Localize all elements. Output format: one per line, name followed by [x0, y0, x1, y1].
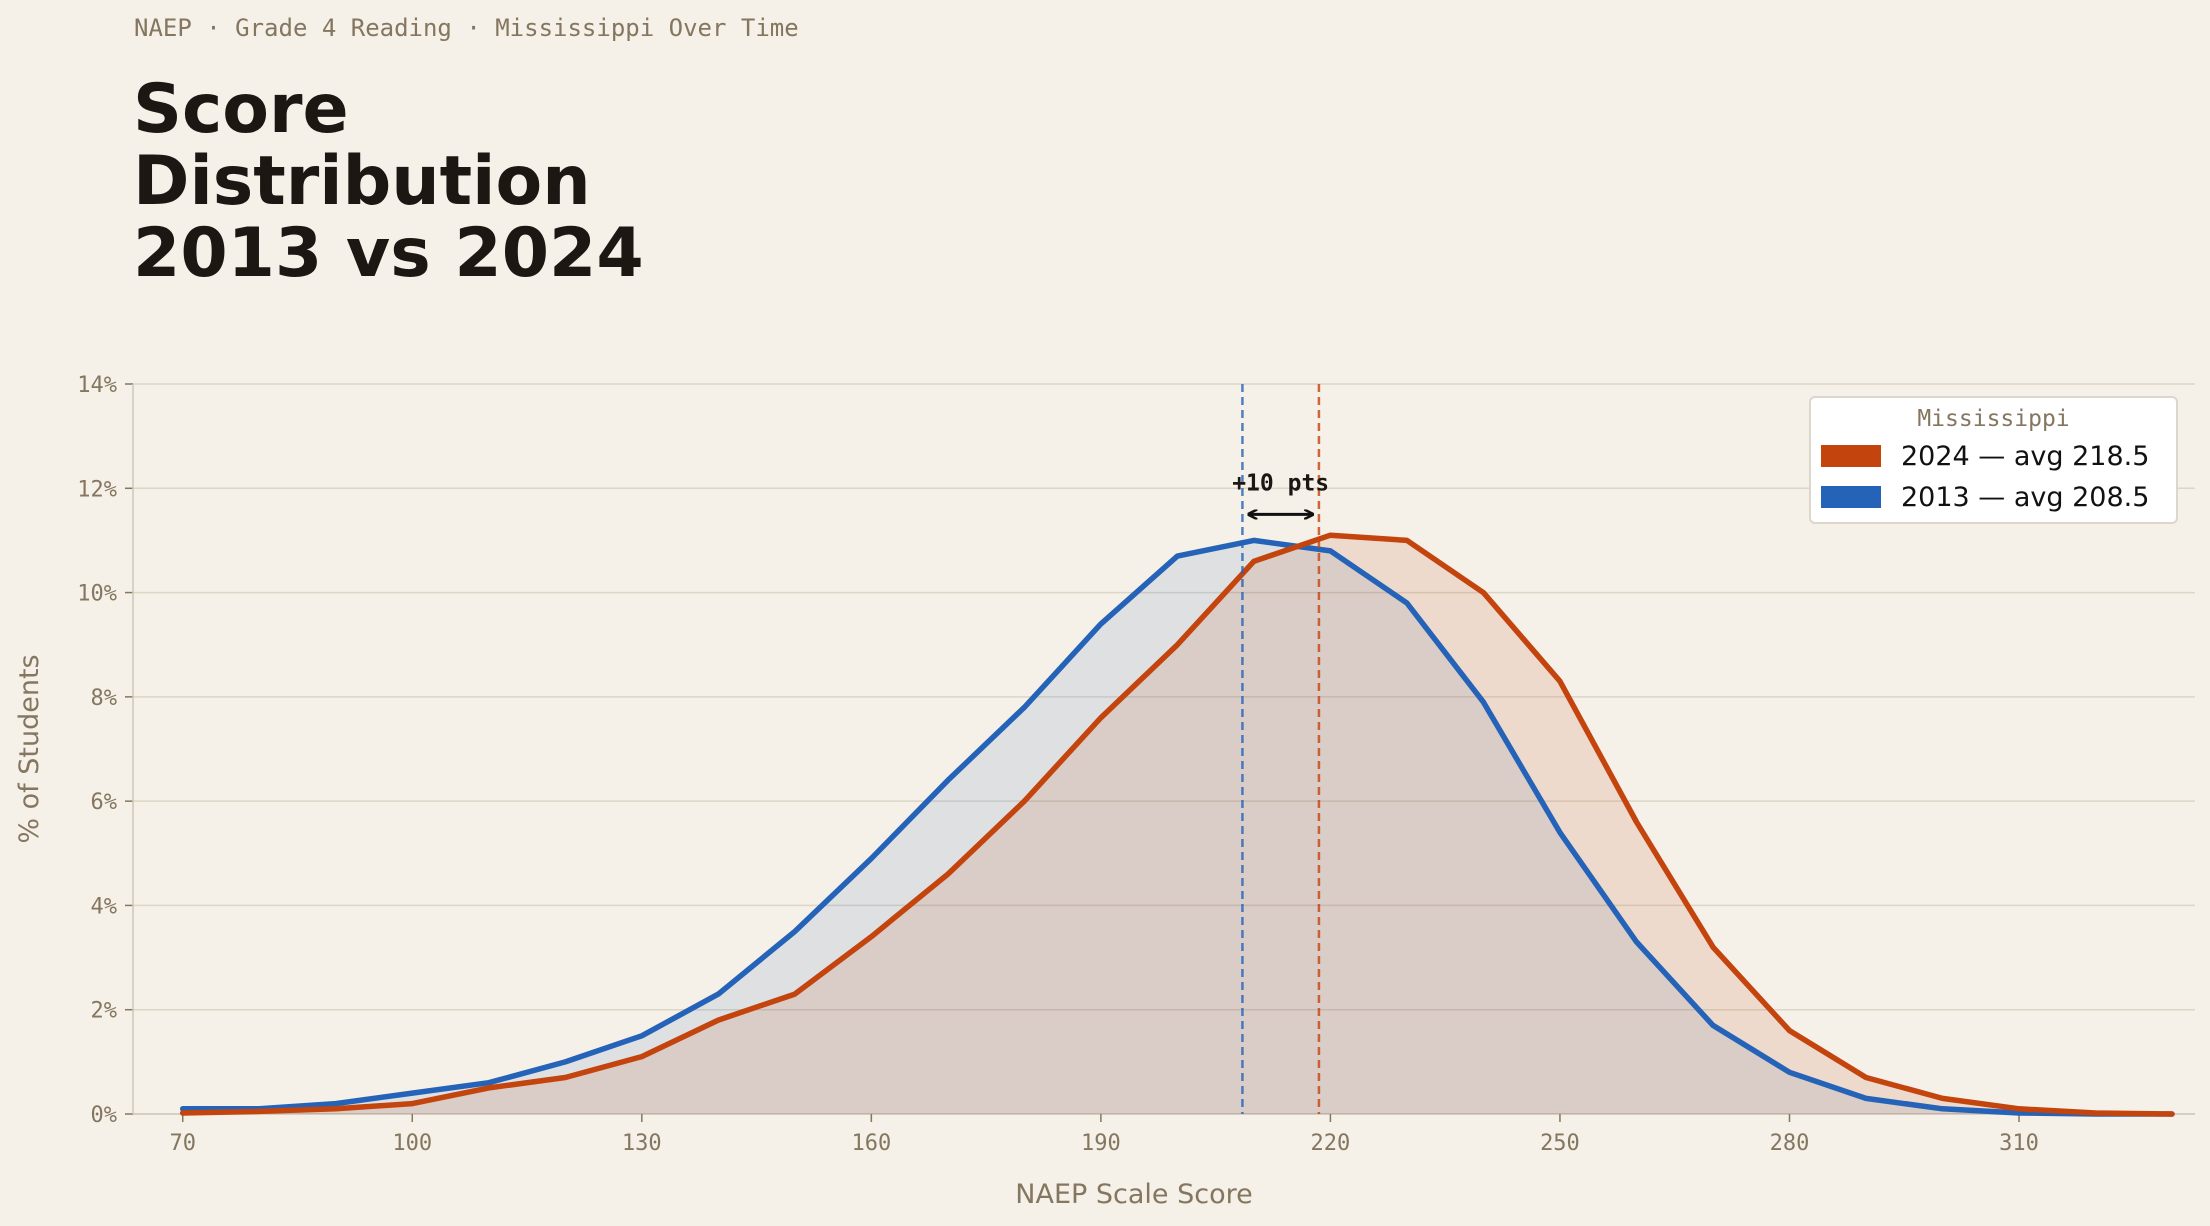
x-tick-label: 70	[169, 1131, 196, 1156]
x-tick-label: 250	[1540, 1131, 1580, 1156]
series-line-2013	[179, 537, 2175, 1117]
title-line-1: Score	[133, 70, 349, 149]
legend-label-2024: 2024 — avg 218.5	[1901, 440, 2150, 472]
legend-item-2013: 2013 — avg 208.5	[1821, 481, 2149, 513]
y-tick-label: 12%	[77, 477, 117, 502]
x-tick-label: 310	[1999, 1131, 2039, 1156]
x-tick-label: 280	[1770, 1131, 1810, 1156]
annotation-label: +10 pts	[1232, 470, 1329, 496]
series-line-2024	[179, 532, 2175, 1117]
chart-kicker: NAEP · Grade 4 Reading · Mississippi Ove…	[134, 14, 799, 42]
x-axis-label: NAEP Scale Score	[1015, 1179, 1252, 1210]
x-tick-label: 160	[851, 1131, 891, 1156]
legend-label-2013: 2013 — avg 208.5	[1901, 481, 2150, 513]
y-tick-label: 14%	[77, 373, 117, 398]
legend-title: Mississippi	[1917, 406, 2070, 432]
x-tick-label: 130	[622, 1131, 662, 1156]
y-tick-label: 2%	[91, 999, 118, 1024]
legend-swatch-2013	[1821, 486, 1881, 508]
y-tick-label: 10%	[77, 582, 117, 607]
title-line-2: Distribution	[133, 142, 591, 221]
y-tick-label: 8%	[91, 686, 118, 711]
title-line-3: 2013 vs 2024	[133, 214, 644, 293]
x-tick-label: 190	[1081, 1131, 1121, 1156]
y-tick-label: 4%	[91, 894, 118, 919]
x-tick-label: 220	[1311, 1131, 1351, 1156]
area-fill-2013	[182, 540, 2173, 1114]
legend-item-2024: 2024 — avg 218.5	[1821, 440, 2149, 472]
chart-title: Score Distribution 2013 vs 2024	[133, 74, 933, 290]
y-tick-label: 0%	[91, 1103, 118, 1128]
y-tick-label: 6%	[91, 790, 118, 815]
legend-swatch-2024	[1821, 445, 1881, 467]
x-tick-label: 100	[392, 1131, 432, 1156]
area-fill-2024	[182, 535, 2173, 1114]
y-axis-label: % of Students	[14, 654, 45, 843]
legend: Mississippi 2024 — avg 218.5 2013 — avg …	[1809, 396, 2178, 524]
